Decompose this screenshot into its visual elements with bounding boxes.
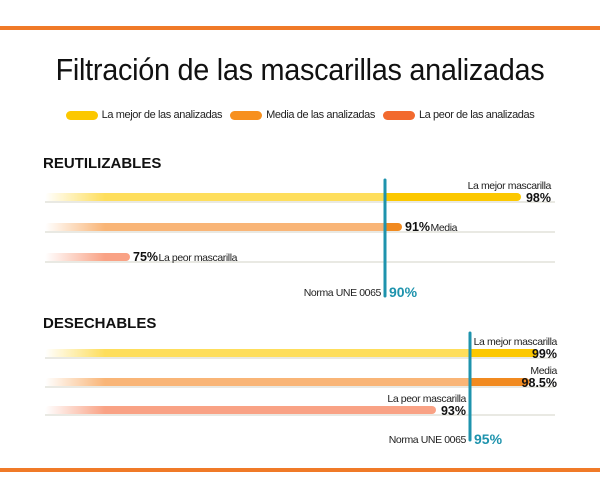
chart-title: Filtración de las mascarillas analizadas (55, 52, 545, 87)
bar-value: 91% (405, 220, 430, 234)
bar-track (45, 261, 555, 263)
legend-swatch (65, 110, 98, 120)
bar-label: La peor mascarilla (387, 393, 466, 405)
norm-value: 95% (474, 431, 503, 447)
bar-0 (45, 349, 538, 357)
bar-track (45, 414, 555, 416)
legend-swatch (230, 110, 263, 120)
norm-label: Norma UNE 0065 (389, 434, 467, 446)
bar-1 (45, 378, 530, 386)
section-title: REUTILIZABLES (43, 155, 161, 172)
norm-label: Norma UNE 0065 (304, 287, 382, 299)
bar-value: 93% (441, 404, 466, 418)
bar-label: La mejor mascarilla (468, 180, 552, 192)
legend-label: Media de las analizadas (266, 109, 375, 121)
bar-2 (45, 406, 436, 414)
norm-value: 90% (389, 284, 418, 300)
bar-track (45, 201, 555, 203)
legend-item-average: Media de las analizadas (230, 109, 375, 121)
bar-0 (45, 193, 521, 201)
bar-1 (45, 223, 402, 231)
bar-track (45, 386, 555, 388)
bar-value: 75% (133, 250, 158, 264)
bar-label: Media (530, 365, 557, 377)
bar-value: 99% (532, 347, 557, 361)
top-rule (0, 26, 600, 30)
bar-value: 98% (526, 191, 551, 205)
legend-label: La mejor de las analizadas (101, 109, 223, 121)
legend-item-worst: La peor de las analizadas (382, 109, 535, 121)
legend: La mejor de las analizadas Media de las … (0, 109, 600, 121)
bar-label: La peor mascarilla (159, 252, 238, 264)
legend-label: La peor de las analizadas (418, 109, 535, 121)
bar-value: 98.5% (522, 376, 557, 390)
bar-label: Media (431, 222, 458, 234)
bottom-rule (0, 468, 600, 472)
bar-track (45, 357, 555, 359)
bar-track (45, 231, 555, 233)
legend-item-best: La mejor de las analizadas (65, 109, 223, 121)
legend-swatch (382, 110, 415, 120)
bar-2 (45, 253, 130, 261)
section-title: DESECHABLES (43, 315, 156, 332)
bar-label: La mejor mascarilla (474, 336, 558, 348)
